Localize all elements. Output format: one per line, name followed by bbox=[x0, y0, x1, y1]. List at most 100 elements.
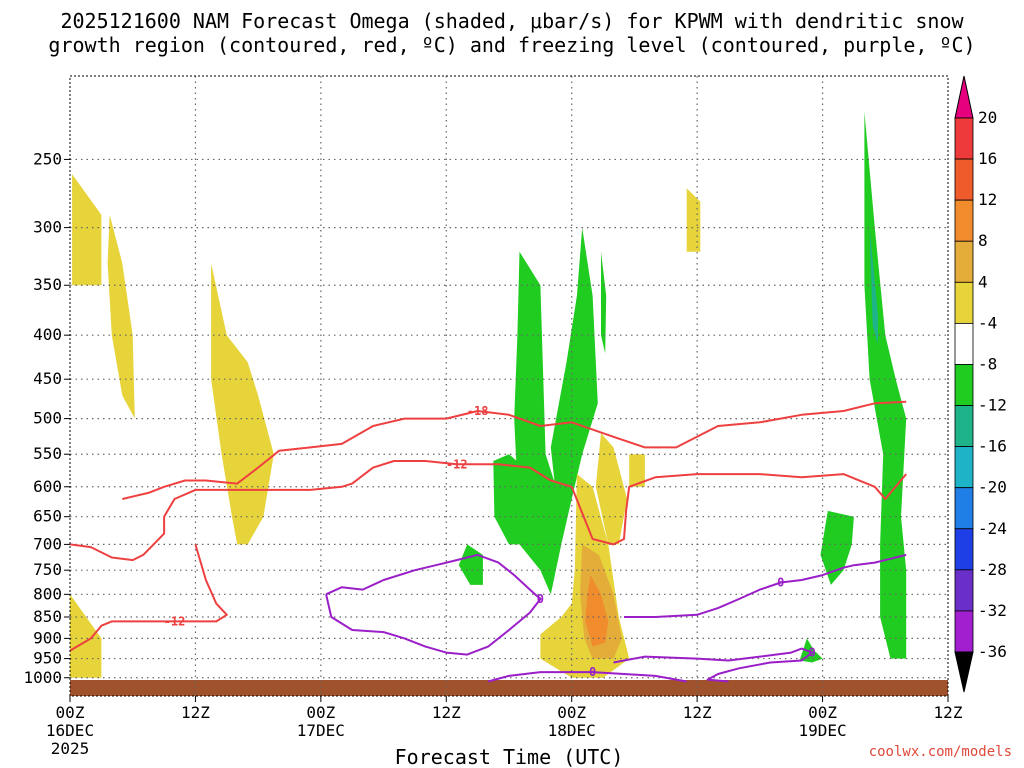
omega-region-yellow-ascent-00z18-3 bbox=[686, 188, 701, 252]
y-tick-label-300: 300 bbox=[33, 218, 62, 237]
y-tick-label-650: 650 bbox=[33, 507, 62, 526]
x-tick-label-36: 12Z bbox=[432, 703, 461, 722]
y-tick-label-350: 350 bbox=[33, 275, 62, 294]
colorbar-band-2 bbox=[954, 199, 974, 242]
colorbar-top-arrow bbox=[954, 75, 974, 119]
chart-title-line-1: 2025121600 NAM Forecast Omega (shaded, μ… bbox=[60, 9, 964, 33]
omega-region-yellow-ascent-00z16-2 bbox=[70, 594, 102, 678]
colorbar-band-5 bbox=[954, 322, 974, 365]
omega-region-green-descent-18z17-4 bbox=[458, 544, 483, 585]
dgz-contour-label-0: -18 bbox=[467, 404, 489, 418]
colorbar-label-3: 8 bbox=[978, 231, 988, 250]
freezing-contour-1 bbox=[487, 671, 687, 683]
colorbar-band-12 bbox=[954, 610, 974, 653]
freezing-contour-label-2: 0 bbox=[809, 646, 816, 660]
omega-region-yellow-ascent-00z16-0 bbox=[72, 174, 102, 286]
omega-region-green-descent-18z17-2 bbox=[601, 251, 607, 354]
colorbar-band-6 bbox=[954, 364, 974, 406]
colorbar-label-8: -16 bbox=[978, 437, 1007, 456]
x-tick-label-12: 12Z bbox=[181, 703, 210, 722]
colorbar-label-11: -28 bbox=[978, 560, 1007, 579]
gridlines bbox=[70, 76, 948, 696]
colorbar-label-0: 20 bbox=[978, 108, 997, 127]
x-tick-label-72: 00Z bbox=[808, 703, 837, 722]
colorbar-bottom-arrow bbox=[954, 651, 974, 693]
colorbar-label-12: -32 bbox=[978, 601, 1007, 620]
y-tick-label-700: 700 bbox=[33, 534, 62, 553]
y-tick-label-500: 500 bbox=[33, 409, 62, 428]
omega-region-green-descent-12z19-1 bbox=[820, 510, 854, 585]
omega-region-yellow-ascent-00z18-2 bbox=[629, 454, 645, 487]
y-tick-label-450: 450 bbox=[33, 369, 62, 388]
y-tick-label-850: 850 bbox=[33, 607, 62, 626]
y-tick-label-600: 600 bbox=[33, 477, 62, 496]
x-tick-date-0: 16DEC bbox=[46, 721, 94, 740]
colorbar-band-8 bbox=[954, 446, 974, 489]
colorbar-band-9 bbox=[954, 487, 974, 530]
x-tick-label-24: 00Z bbox=[306, 703, 335, 722]
freezing-contour-3 bbox=[624, 553, 907, 618]
colorbar-label-10: -24 bbox=[978, 519, 1007, 538]
colorbar-label-9: -20 bbox=[978, 478, 1007, 497]
y-tick-label-400: 400 bbox=[33, 325, 62, 344]
colorbar-label-1: 16 bbox=[978, 149, 997, 168]
dgz-contour-label-2: -12 bbox=[164, 614, 186, 628]
colorbar-label-5: -4 bbox=[978, 313, 997, 332]
dgz-contour-label-1: -12 bbox=[446, 457, 468, 471]
omega-region-green-descent-12z19-0 bbox=[864, 111, 907, 659]
omega-region-yellow-ascent-00z16-1 bbox=[107, 214, 135, 419]
dgz-contour-2 bbox=[70, 544, 228, 652]
contour-layer: -18 -12 -12 0 0 0 0 bbox=[70, 400, 907, 683]
colorbar-label-4: 4 bbox=[978, 272, 988, 291]
dgz-contour-1 bbox=[70, 460, 907, 562]
y-tick-label-750: 750 bbox=[33, 560, 62, 579]
omega-region-green-descent-18z17-1 bbox=[550, 227, 598, 545]
colorbar-band-1 bbox=[954, 158, 974, 201]
y-tick-label-550: 550 bbox=[33, 444, 62, 463]
x-tick-year-0: 2025 bbox=[51, 739, 90, 758]
colorbar-band-7 bbox=[954, 405, 974, 448]
dgz-contour-0 bbox=[122, 400, 907, 500]
colorbar-label-7: -12 bbox=[978, 396, 1007, 415]
omega-region-green-descent-18z17-3 bbox=[493, 454, 530, 545]
x-axis-label: Forecast Time (UTC) bbox=[395, 745, 624, 768]
y-tick-label-950: 950 bbox=[33, 649, 62, 668]
freezing-contour-label-3: 0 bbox=[777, 575, 784, 589]
colorbar-band-4 bbox=[954, 281, 974, 324]
y-tick-label-250: 250 bbox=[33, 149, 62, 168]
colorbar-band-11 bbox=[954, 569, 974, 612]
colorbar-label-6: -8 bbox=[978, 354, 997, 373]
credit-text: coolwx.com/models bbox=[869, 744, 1012, 760]
colorbar-label-13: -36 bbox=[978, 642, 1007, 661]
x-tick-label-84: 12Z bbox=[934, 703, 963, 722]
y-axis: 250 300 350 400 450 500 550 600 650 700 750 800 850 9… bbox=[23, 149, 70, 687]
x-tick-date-24: 17DEC bbox=[297, 721, 345, 740]
colorbar: 20 16 12 8 4 -4 -8 -12 -16 -20 -24 -28 -32 -36 bbox=[954, 75, 1007, 693]
x-tick-label-48: 00Z bbox=[557, 703, 586, 722]
x-tick-label-60: 12Z bbox=[683, 703, 712, 722]
x-tick-label-0: 00Z bbox=[56, 703, 85, 722]
freezing-contour-label-1: 0 bbox=[589, 665, 596, 679]
y-tick-label-1000: 1000 bbox=[23, 668, 62, 687]
y-tick-label-900: 900 bbox=[33, 628, 62, 647]
colorbar-band-10 bbox=[954, 528, 974, 571]
omega-shading-layer bbox=[70, 111, 907, 678]
chart-title-line-2: growth region (contoured, red, ºC) and f… bbox=[48, 33, 975, 57]
x-tick-date-72: 19DEC bbox=[798, 721, 846, 740]
colorbar-band-3 bbox=[954, 240, 974, 283]
y-tick-label-800: 800 bbox=[33, 584, 62, 603]
omega-region-orange-core-00z18-0 bbox=[585, 575, 609, 647]
chart-title: 2025121600 NAM Forecast Omega (shaded, μ… bbox=[48, 9, 975, 57]
freezing-contour-0 bbox=[325, 553, 542, 656]
terrain-ground bbox=[70, 680, 948, 696]
freezing-contour-label-0: 0 bbox=[537, 592, 544, 606]
freezing-contour-2 bbox=[613, 647, 814, 683]
colorbar-label-2: 12 bbox=[978, 190, 997, 209]
omega-region-teal-descent-12z19-0 bbox=[869, 227, 878, 345]
colorbar-band-0 bbox=[954, 117, 974, 160]
omega-region-yellow-ascent-12z16-0 bbox=[211, 263, 274, 545]
plot-frame bbox=[69, 75, 949, 697]
x-tick-date-48: 18DEC bbox=[548, 721, 596, 740]
